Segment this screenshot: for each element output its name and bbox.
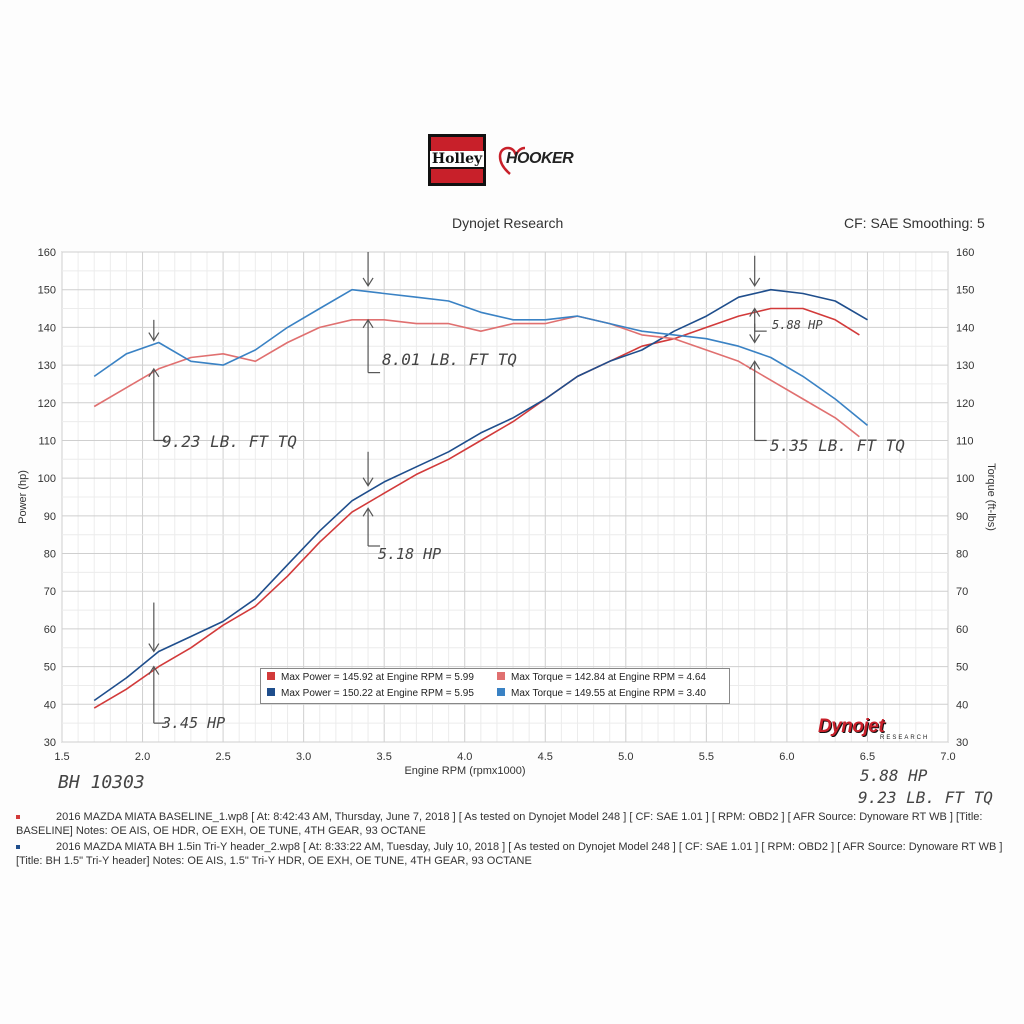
x-tick-label: 2.5 [215,751,230,763]
arrow-tq-5800-head [749,334,761,344]
arrow-tq-2000-head [148,332,160,342]
y-tick-label-right: 140 [956,322,974,334]
y-tick-label-right: 110 [956,435,974,447]
x-tick-label: 6.0 [779,751,794,763]
legend-item-power-header: Max Power = 150.22 at Engine RPM = 5.95 [267,688,474,699]
y-tick-label-right: 30 [956,737,968,749]
y-tick-label-left: 130 [38,360,56,372]
y-tick-label-right: 150 [956,285,974,297]
y-axis-label-right: Torque (ft-lbs) [985,463,997,531]
x-tick-label: 1.5 [54,751,69,763]
bracket-tq-3400-head [362,318,374,329]
y-tick-label-right: 120 [956,398,974,410]
y-tick-label-left: 50 [44,662,56,674]
y-tick-label-right: 90 [956,511,968,523]
y-tick-label-left: 30 [44,737,56,749]
bracket-hp-3400-head [362,507,374,517]
y-tick-label-right: 130 [956,360,974,372]
y-tick-label-left: 60 [44,624,56,636]
y-tick-label-left: 160 [38,247,56,259]
x-tick-label: 3.0 [296,751,311,763]
arrow-hp-3400-head [362,477,374,487]
legend-item-torque-baseline: Max Torque = 142.84 at Engine RPM = 4.64 [497,672,706,683]
x-tick-label: 7.0 [940,751,955,763]
annotation-summary-tq: 9.23 LB. FT TQ [858,788,993,807]
dynojet-logo: Dynojet RESEARCH [818,716,940,742]
hooker-logo: HOOKER [496,142,596,178]
run2-marker [16,845,20,850]
hooker-heart-icon [498,146,526,175]
y-tick-label-left: 100 [38,473,56,485]
holley-logo: Holley [428,134,486,186]
y-axis-label-left: Power (hp) [17,470,29,524]
y-tick-label-right: 160 [956,247,974,259]
bracket-power-5800-head [749,307,761,317]
x-tick-label: 5.5 [699,751,714,763]
bracket-hp-2000-head [148,665,160,675]
x-axis-label: Engine RPM (rpmx1000) [404,765,525,777]
legend-item-power-baseline: Max Power = 145.92 at Engine RPM = 5.99 [267,672,474,683]
x-tick-label: 6.5 [860,751,875,763]
holley-logo-text: Holley [431,151,483,167]
y-tick-label-left: 150 [38,285,56,297]
y-tick-label-right: 80 [956,549,968,561]
arrow-hp-2000-head [148,643,160,653]
arrow-tq-3400-head [362,277,374,288]
y-tick-label-right: 50 [956,662,968,674]
y-tick-label-left: 140 [38,322,56,334]
x-tick-label: 5.0 [618,751,633,763]
footer-run2-line1: 2016 MAZDA MIATA BH 1.5in Tri-Y header_2… [56,841,1003,853]
y-tick-label-right: 100 [956,473,974,485]
series-line-power-header [93,288,868,702]
footer-run1-line2: BASELINE] Notes: OE AIS, OE HDR, OE EXH,… [16,825,426,837]
y-tick-label-right: 70 [956,586,968,598]
series-line-power-baseline [93,307,860,709]
legend-item-torque-header: Max Torque = 149.55 at Engine RPM = 3.40 [497,688,706,699]
y-tick-label-right: 60 [956,624,968,636]
footer-run2-line2: [Title: BH 1.5" Tri-Y header] Notes: OE … [16,855,532,867]
chart-title: Dynojet Research [452,215,564,231]
x-tick-label: 4.5 [538,751,553,763]
hooker-logo-text: HOOKER [506,150,574,167]
y-tick-label-left: 90 [44,511,56,523]
dynojet-logo-sub: RESEARCH [880,735,930,741]
arrow-power-5800-head [749,277,761,288]
annotation-run-id: BH 10303 [58,772,145,793]
y-tick-label-right: 40 [956,699,968,711]
y-tick-label-left: 120 [38,398,56,410]
footer-run2: 2016 MAZDA MIATA BH 1.5in Tri-Y header_2… [16,840,1016,868]
y-tick-label-left: 40 [44,699,56,711]
dynojet-logo-text: Dynojet [818,716,885,737]
x-tick-label: 4.0 [457,751,472,763]
series-line-torque-baseline [93,315,860,438]
y-tick-label-left: 80 [44,549,56,561]
cf-info: CF: SAE Smoothing: 5 [844,215,985,231]
annotation-hp-5800: 5.88 HP [772,318,823,332]
x-tick-label: 3.5 [377,751,392,763]
x-tick-label: 2.0 [135,751,150,763]
bracket-tq-2000-head [148,367,160,378]
annotation-tq-5800: 5.35 LB. FT TQ [770,436,905,455]
footer-run1: 2016 MAZDA MIATA BASELINE_1.wp8 [ At: 8:… [16,810,1016,838]
bracket-tq-5800-head [749,360,761,370]
annotation-tq-3400: 8.01 LB. FT TQ [382,350,517,369]
run1-marker [16,815,20,820]
series-line-torque-header [93,288,869,427]
annotation-hp-3400: 5.18 HP [378,545,442,563]
footer-run1-line1: 2016 MAZDA MIATA BASELINE_1.wp8 [ At: 8:… [56,811,983,823]
legend: Max Power = 145.92 at Engine RPM = 5.99 … [260,668,730,704]
annotation-summary-hp: 5.88 HP [860,766,928,785]
y-tick-label-left: 110 [38,435,56,447]
y-tick-label-left: 70 [44,586,56,598]
annotation-hp-2000: 3.45 HP [162,714,226,732]
annotation-tq-2000: 9.23 LB. FT TQ [162,432,297,451]
